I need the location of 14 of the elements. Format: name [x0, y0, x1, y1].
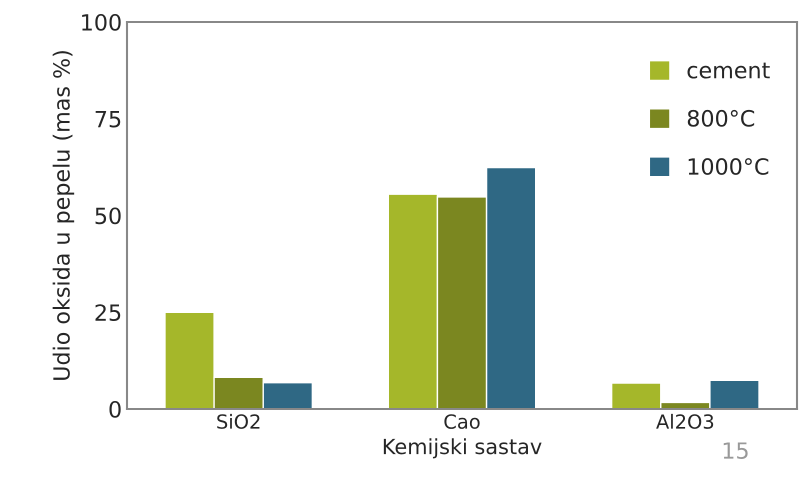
x-tick-label: Al2O3 — [656, 414, 714, 429]
y-tick-label: 0 — [109, 400, 121, 418]
x-tick-label: Cao — [444, 414, 480, 429]
legend-label: 1000°C — [688, 158, 768, 175]
x-axis-title: Kemijski sastav — [384, 438, 542, 458]
legend-label: cement — [688, 62, 770, 79]
y-tick-label: 75 — [96, 110, 120, 128]
y-tick-label: 100 — [82, 14, 121, 31]
x-tick-label: SiO2 — [217, 414, 260, 429]
y-axis-title: Udio oksida u pepelu (mas %) — [52, 51, 74, 380]
y-tick-label: 50 — [96, 207, 121, 224]
y-tick-label: 25 — [95, 304, 120, 322]
text: 15 — [724, 442, 748, 459]
legend-label: 800°C — [688, 110, 754, 127]
